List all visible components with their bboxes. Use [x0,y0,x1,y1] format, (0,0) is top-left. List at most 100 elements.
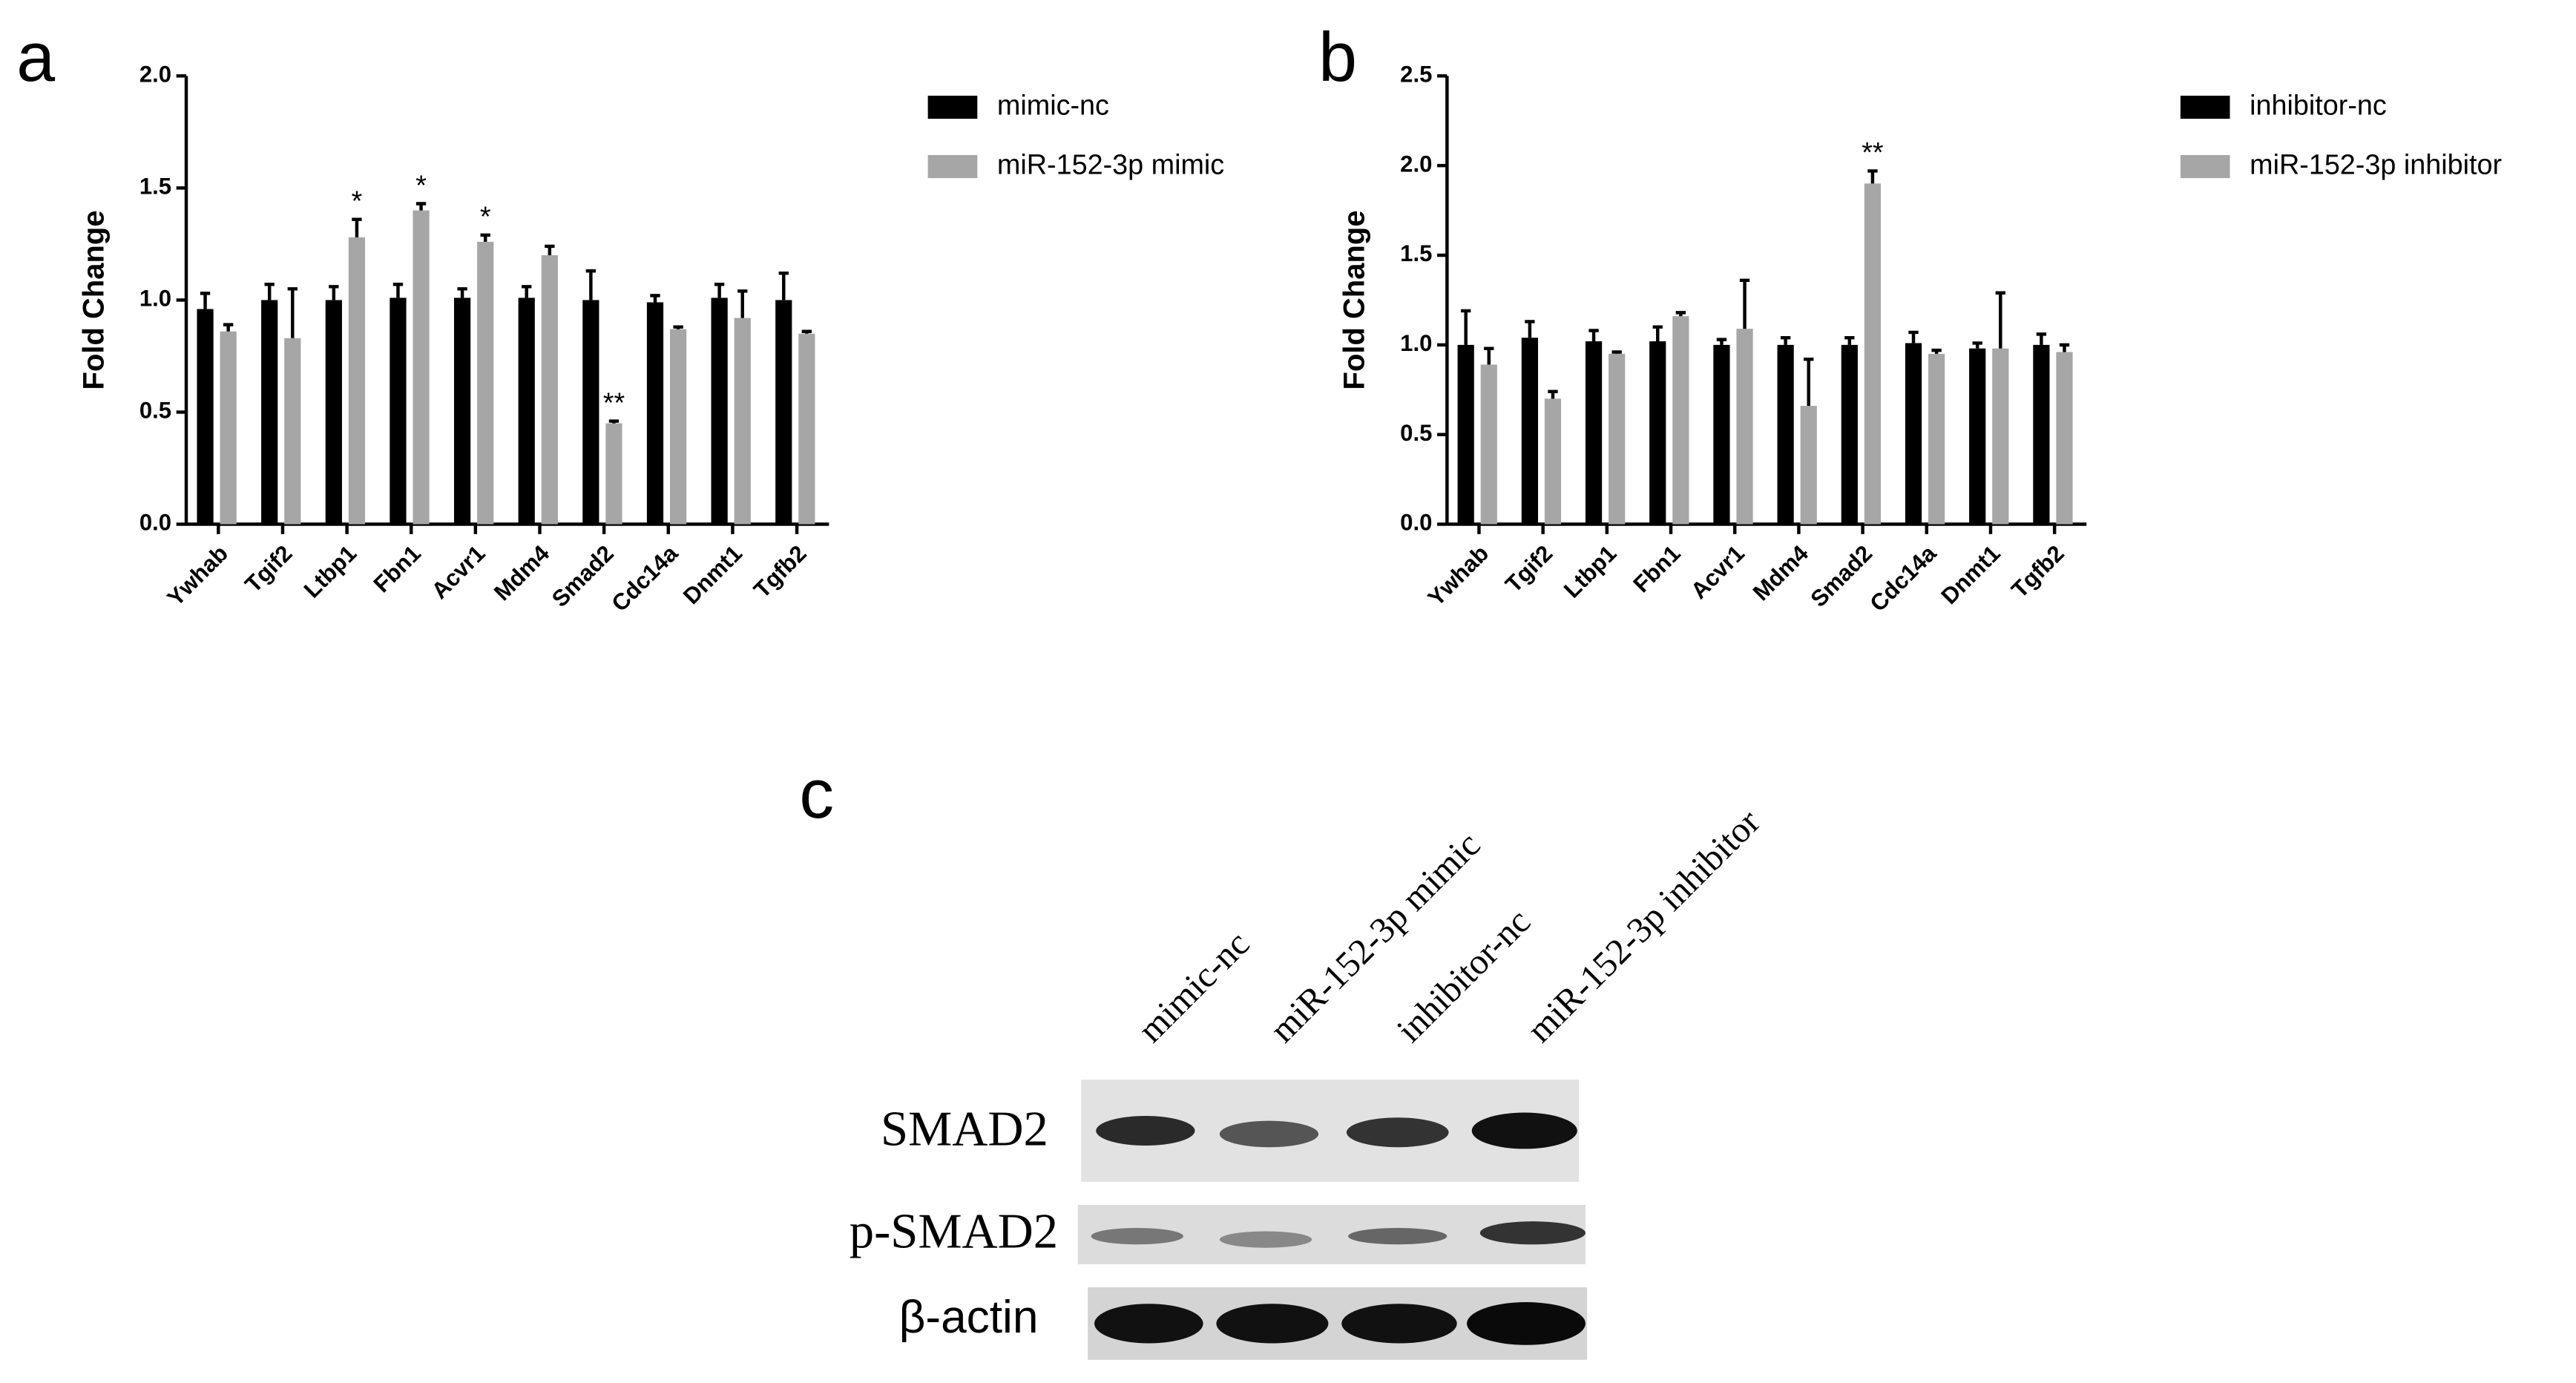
bar [775,300,792,525]
error-bar [1908,330,1919,344]
error-bar [287,287,298,338]
lane-label: mimic-nc [1130,923,1257,1050]
y-axis-label: Fold Change [1338,210,1371,390]
error-bar [392,283,404,298]
bar [1649,341,1666,525]
error-bar [673,325,683,329]
bar [1800,406,1817,525]
bar [220,331,237,525]
y-tick-label: 1.5 [139,174,171,200]
band [1471,1112,1577,1149]
x-tick-label: Tgfb2 [2006,540,2069,603]
x-tick-label: Acvr1 [1686,540,1749,604]
bar [453,298,471,525]
band [1341,1304,1457,1344]
band [1219,1231,1312,1248]
lane-label: miR-152-3p inhibitor [1519,801,1767,1050]
band [1094,1304,1203,1344]
error-bar [608,419,620,424]
error-bar [2059,343,2070,352]
error-bar [415,202,427,211]
bar [2056,352,2073,525]
error-bar [1588,329,1599,342]
x-tick-label: Mdm4 [1748,540,1814,606]
bar [1777,344,1794,525]
panel-label: c [799,755,834,832]
bar [1992,348,2009,525]
x-tick-label: Ywhab [162,540,233,611]
x-tick-label: Cdc14a [1864,540,1941,617]
bar [1609,353,1626,525]
bar [1905,343,1922,525]
error-bar [714,283,725,298]
significance-label: * [480,202,491,233]
x-tick-label: Dnmt1 [1936,540,2005,609]
error-bar [1652,325,1663,342]
legend-label: mimic-nc [997,90,1109,121]
y-tick-label: 1.0 [1400,330,1432,356]
bar [1480,364,1497,525]
error-bar [650,294,660,303]
error-bar [352,217,362,237]
legend-swatch [927,95,978,119]
bar [284,338,301,525]
panel-label: b [1318,19,1357,96]
bar [197,309,214,525]
x-tick-label: Tgif2 [1500,540,1557,597]
error-bar [1739,278,1750,329]
x-tick-label: Tgif2 [240,540,297,597]
error-bar [1844,335,1855,345]
error-bar [264,283,275,300]
x-tick-label: Ywhab [1423,540,1494,611]
y-tick-label: 2.0 [139,62,171,88]
x-tick-label: Cdc14a [606,540,683,617]
x-tick-label: Dnmt1 [678,540,747,609]
error-bar [1461,309,1471,345]
legend-swatch [2180,154,2230,179]
bar [1457,344,1474,525]
bar [1864,183,1882,525]
error-bar [200,292,211,309]
error-bar [1548,390,1558,399]
legend-swatch [927,154,978,179]
error-bar [522,285,532,298]
bar [1928,353,1945,525]
error-bar [1931,348,1942,354]
error-bar [329,285,339,300]
x-tick-label: Ltbp1 [299,540,362,603]
y-tick-label: 2.5 [1400,62,1432,88]
error-bar [1484,346,1494,365]
error-bar [1972,341,1982,349]
y-tick-label: 1.0 [139,286,171,312]
error-bar [2036,332,2047,345]
error-bar [1611,350,1622,354]
error-bar [545,244,555,256]
error-bar [778,271,789,300]
bar [1736,329,1753,525]
x-tick-label: Mdm4 [489,540,555,606]
significance-label: * [352,185,363,217]
bar [669,329,687,525]
bar [734,318,751,525]
bar [348,237,366,525]
x-tick-label: Acvr1 [427,540,490,604]
row-label: β-actin [899,1292,1039,1343]
x-tick-label: Tgfb2 [749,540,812,603]
bar [325,300,342,525]
panel-label: a [16,19,55,96]
band [1219,1120,1319,1148]
x-tick-label: Smad2 [547,540,619,612]
bar [541,255,558,525]
legend-label: miR-152-3p mimic [997,149,1224,180]
bar [390,298,407,525]
bar [2033,344,2050,525]
legend-label: inhibitor-nc [2250,90,2387,121]
row-label: p-SMAD2 [850,1204,1058,1258]
band [1216,1304,1329,1344]
error-bar [1995,291,2005,349]
bar [1713,344,1730,525]
x-tick-label: Fbn1 [369,540,426,597]
western-blot: c SMAD2 p-SMAD2 β-actin mimic-nc miR-152… [799,755,1768,1360]
error-bar [457,287,467,298]
